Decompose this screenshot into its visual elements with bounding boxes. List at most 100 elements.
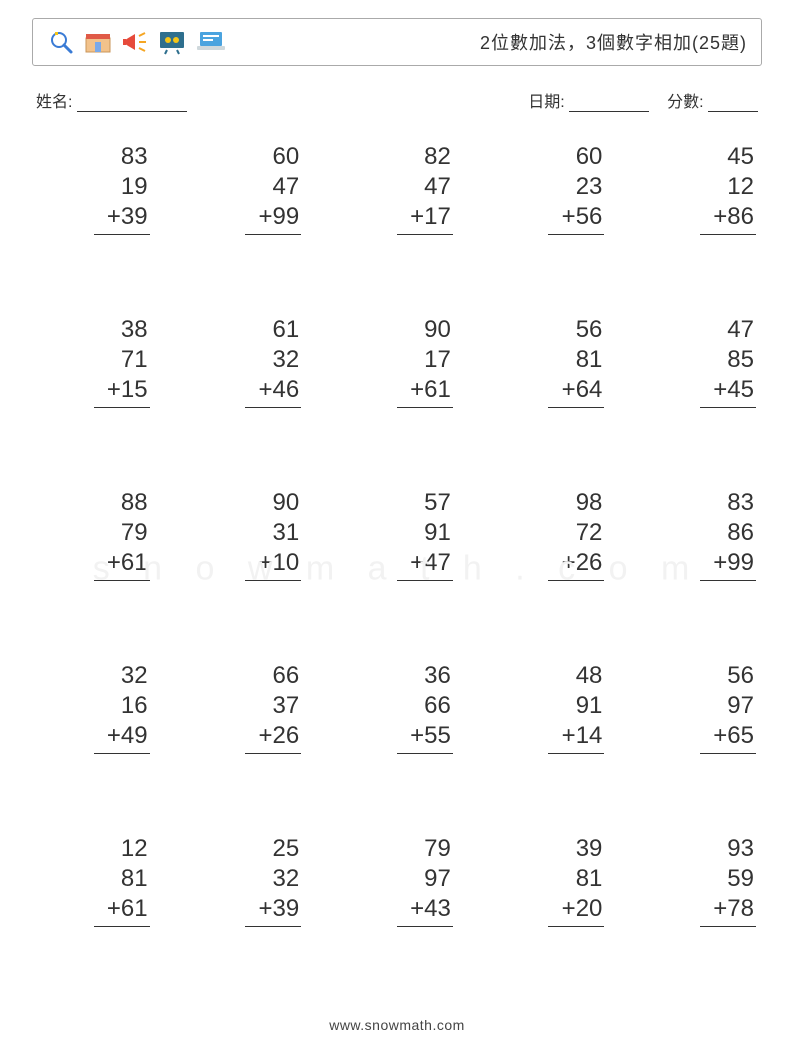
answer-blank[interactable] — [94, 408, 150, 432]
addition-stack: 3666+55 — [397, 661, 453, 778]
addend-1: 36 — [397, 661, 453, 691]
answer-blank[interactable] — [397, 581, 453, 605]
addend-3-with-operator: +39 — [245, 894, 301, 927]
name-label: 姓名: — [36, 94, 72, 111]
answer-blank[interactable] — [548, 581, 604, 605]
answer-blank[interactable] — [94, 754, 150, 778]
addend-1: 47 — [700, 315, 756, 345]
answer-blank[interactable] — [94, 581, 150, 605]
answer-blank[interactable] — [245, 754, 301, 778]
addend-1: 61 — [245, 315, 301, 345]
answer-blank[interactable] — [245, 408, 301, 432]
addend-3-with-operator: +49 — [94, 721, 150, 754]
addend-1: 12 — [94, 834, 150, 864]
addition-stack: 6637+26 — [245, 661, 301, 778]
shop-icon — [83, 28, 113, 56]
answer-blank[interactable] — [94, 235, 150, 259]
answer-blank[interactable] — [700, 754, 756, 778]
addend-1: 90 — [397, 315, 453, 345]
addend-3-with-operator: +20 — [548, 894, 604, 927]
answer-blank[interactable] — [700, 927, 756, 951]
answer-blank[interactable] — [397, 754, 453, 778]
addition-stack: 5697+65 — [700, 661, 756, 778]
addend-1: 38 — [94, 315, 150, 345]
problem: 4512+86 — [644, 142, 756, 259]
addend-1: 60 — [548, 142, 604, 172]
addend-3-with-operator: +15 — [94, 375, 150, 408]
addend-2: 47 — [397, 172, 453, 202]
answer-blank[interactable] — [548, 408, 604, 432]
name-blank[interactable] — [77, 96, 187, 112]
addend-3-with-operator: +86 — [700, 202, 756, 235]
addend-1: 56 — [700, 661, 756, 691]
addend-2: 16 — [94, 691, 150, 721]
answer-blank[interactable] — [245, 235, 301, 259]
problem: 3871+15 — [38, 315, 150, 432]
addend-2: 66 — [397, 691, 453, 721]
addend-1: 57 — [397, 488, 453, 518]
addend-2: 79 — [94, 518, 150, 548]
date-blank[interactable] — [569, 96, 649, 112]
problem: 5697+65 — [644, 661, 756, 778]
problem: 4891+14 — [493, 661, 605, 778]
problem: 2532+39 — [190, 834, 302, 951]
answer-blank[interactable] — [700, 581, 756, 605]
worksheet-title: 2位數加法，3個數字相加(25題) — [480, 29, 747, 55]
addend-2: 32 — [245, 345, 301, 375]
meta-row: 姓名: 日期: 分數: — [32, 88, 762, 112]
answer-blank[interactable] — [548, 927, 604, 951]
addend-2: 31 — [245, 518, 301, 548]
problem: 3216+49 — [38, 661, 150, 778]
problem: 8247+17 — [341, 142, 453, 259]
answer-blank[interactable] — [94, 927, 150, 951]
addition-stack: 2532+39 — [245, 834, 301, 951]
addition-stack: 8247+17 — [397, 142, 453, 259]
addition-stack: 3216+49 — [94, 661, 150, 778]
answer-blank[interactable] — [548, 235, 604, 259]
addition-stack: 6047+99 — [245, 142, 301, 259]
answer-blank[interactable] — [548, 754, 604, 778]
problem: 3666+55 — [341, 661, 453, 778]
addition-stack: 8386+99 — [700, 488, 756, 605]
addend-1: 25 — [245, 834, 301, 864]
addend-2: 72 — [548, 518, 604, 548]
addend-3-with-operator: +43 — [397, 894, 453, 927]
problem: 5791+47 — [341, 488, 453, 605]
addend-1: 82 — [397, 142, 453, 172]
addition-stack: 1281+61 — [94, 834, 150, 951]
problem: 6047+99 — [190, 142, 302, 259]
addend-2: 91 — [548, 691, 604, 721]
addition-stack: 9031+10 — [245, 488, 301, 605]
answer-blank[interactable] — [245, 581, 301, 605]
presentation-icon — [157, 28, 187, 56]
problem: 9872+26 — [493, 488, 605, 605]
addition-stack: 7997+43 — [397, 834, 453, 951]
answer-blank[interactable] — [397, 927, 453, 951]
addition-stack: 4512+86 — [700, 142, 756, 259]
addend-1: 56 — [548, 315, 604, 345]
addition-stack: 9017+61 — [397, 315, 453, 432]
magnifier-icon — [47, 28, 75, 56]
addend-2: 59 — [700, 864, 756, 894]
addition-stack: 4891+14 — [548, 661, 604, 778]
addition-stack: 6023+56 — [548, 142, 604, 259]
date-label: 日期: — [528, 94, 564, 111]
date-field: 日期: — [528, 88, 649, 112]
answer-blank[interactable] — [245, 927, 301, 951]
answer-blank[interactable] — [397, 408, 453, 432]
addition-stack: 4785+45 — [700, 315, 756, 432]
laptop-icon — [195, 28, 227, 56]
header-icons — [47, 28, 227, 56]
name-field: 姓名: — [36, 88, 187, 112]
addend-2: 85 — [700, 345, 756, 375]
addition-stack: 3981+20 — [548, 834, 604, 951]
problem: 8319+39 — [38, 142, 150, 259]
addition-stack: 5791+47 — [397, 488, 453, 605]
score-blank[interactable] — [708, 96, 758, 112]
addition-stack: 5681+64 — [548, 315, 604, 432]
answer-blank[interactable] — [397, 235, 453, 259]
addend-1: 90 — [245, 488, 301, 518]
answer-blank[interactable] — [700, 408, 756, 432]
answer-blank[interactable] — [700, 235, 756, 259]
addend-1: 48 — [548, 661, 604, 691]
